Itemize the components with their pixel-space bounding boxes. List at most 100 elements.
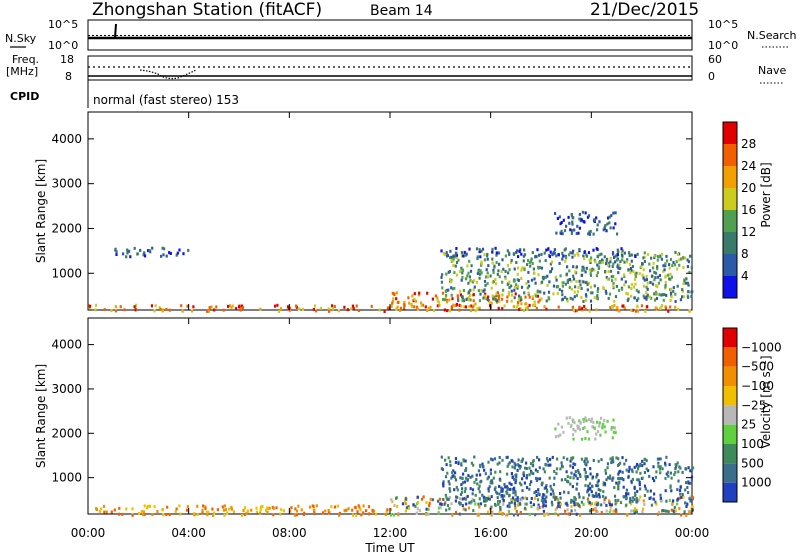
velocity-echo-cell bbox=[578, 504, 581, 508]
velocity-colorbar-label: Velocity [m s⁻¹] bbox=[759, 355, 773, 448]
velocity-echo-cell bbox=[515, 509, 518, 513]
power-echo-cell bbox=[533, 300, 536, 304]
velocity-echo-cell bbox=[454, 457, 458, 461]
power-echo-cell bbox=[623, 260, 626, 264]
velocity-echo-cell bbox=[574, 508, 577, 512]
power-echo-cell bbox=[497, 306, 500, 310]
power-echo-cell bbox=[445, 272, 448, 276]
power-echo-cell bbox=[415, 305, 419, 309]
power-echo-cell bbox=[479, 272, 482, 276]
velocity-echo-cell bbox=[297, 504, 300, 508]
velocity-echo-cell bbox=[524, 466, 527, 470]
velocity-echo-cell bbox=[390, 513, 393, 517]
power-echo-cell bbox=[522, 309, 525, 312]
power-echo-cell bbox=[114, 309, 117, 313]
velocity-echo-cell bbox=[637, 478, 640, 482]
velocity-echo-cell bbox=[688, 511, 691, 515]
velocity-echo-cell bbox=[525, 497, 529, 501]
velocity-echo-cell bbox=[275, 506, 278, 510]
velocity-echo-cell bbox=[489, 472, 492, 476]
power-echo-cell bbox=[452, 257, 455, 261]
velocity-echo-cell bbox=[569, 482, 572, 486]
velocity-echo-cell bbox=[555, 467, 559, 471]
power-echo-cell bbox=[467, 296, 471, 300]
power-echo-cell bbox=[495, 251, 498, 255]
velocity-echo-cell bbox=[536, 470, 539, 473]
power-echo-cell bbox=[486, 298, 489, 302]
velocity-echo-cell bbox=[617, 470, 621, 474]
velocity-echo-cell bbox=[610, 428, 613, 431]
power-echo-cell bbox=[147, 249, 150, 253]
power-echo-cell bbox=[527, 259, 530, 262]
power-echo-cell bbox=[441, 273, 444, 277]
power-echo-cell bbox=[689, 254, 692, 258]
velocity-echo-cell bbox=[570, 471, 573, 475]
power-echo-cell bbox=[612, 211, 615, 215]
velocity-echo-cell bbox=[391, 500, 394, 504]
power-echo-cell bbox=[487, 264, 490, 268]
velocity-echo-cell bbox=[676, 502, 679, 506]
velocity-echo-cell bbox=[636, 462, 639, 466]
velocity-echo-cell bbox=[437, 499, 440, 503]
power-echo-cell bbox=[467, 298, 470, 302]
power-echo-cell bbox=[497, 297, 500, 300]
power-echo-cell bbox=[585, 254, 589, 258]
velocity-echo-cell bbox=[360, 513, 363, 517]
power-echo-cell bbox=[634, 282, 637, 286]
velocity-echo-cell bbox=[113, 508, 116, 512]
velocity-echo-cell bbox=[635, 510, 638, 514]
velocity-echo-cell bbox=[425, 501, 428, 505]
power-echo-cell bbox=[641, 273, 644, 277]
velocity-echo-cell bbox=[458, 512, 461, 516]
velocity-echo-cell bbox=[558, 505, 561, 509]
velocity-echo-cell bbox=[570, 457, 573, 461]
power-echo-cell bbox=[577, 286, 580, 290]
power-echo-cell bbox=[587, 232, 590, 236]
velocity-echo-cell bbox=[678, 489, 682, 492]
velocity-echo-cell bbox=[601, 424, 604, 428]
power-echo-cell bbox=[230, 305, 233, 309]
velocity-echo-cell bbox=[544, 504, 547, 508]
power-echo-cell bbox=[612, 226, 615, 230]
velocity-echo-cell bbox=[491, 481, 494, 485]
velocity-echo-cell bbox=[685, 513, 688, 517]
velocity-echo-cell bbox=[638, 480, 641, 484]
velocity-echo-cell bbox=[498, 456, 501, 459]
power-echo-cell bbox=[498, 299, 501, 303]
velocity-echo-cell bbox=[584, 474, 587, 478]
velocity-echo-cell bbox=[622, 478, 625, 482]
power-echo-cell bbox=[658, 255, 661, 259]
power-echo-cell bbox=[670, 293, 673, 297]
velocity-echo-cell bbox=[566, 508, 569, 512]
velocity-echo-cell bbox=[464, 508, 467, 512]
velocity-echo-cell bbox=[674, 470, 677, 474]
velocity-echo-cell bbox=[595, 432, 598, 436]
power-echo-cell bbox=[455, 302, 458, 306]
velocity-echo-cell bbox=[586, 460, 589, 464]
velocity-echo-cell bbox=[427, 512, 430, 516]
power-echo-cell bbox=[419, 301, 423, 305]
velocity-echo-cell bbox=[679, 485, 682, 489]
velocity-echo-cell bbox=[592, 508, 595, 512]
power-echo-cell bbox=[569, 296, 572, 300]
velocity-echo-cell bbox=[658, 467, 661, 471]
power-echo-cell bbox=[517, 297, 520, 301]
velocity-echo-cell bbox=[513, 461, 516, 465]
velocity-echo-cell bbox=[609, 508, 612, 512]
velocity-echo-cell bbox=[610, 503, 613, 507]
power-echo-cell bbox=[528, 303, 531, 307]
velocity-echo-cell bbox=[670, 489, 673, 493]
power-echo-cell bbox=[523, 253, 527, 257]
power-echo-cell bbox=[158, 306, 161, 310]
power-echo-cell bbox=[582, 265, 585, 269]
velocity-echo-cell bbox=[444, 458, 447, 462]
power-echo-cell bbox=[688, 270, 691, 274]
velocity-colorbar-swatch bbox=[723, 444, 737, 464]
velocity-echo-cell bbox=[584, 477, 588, 481]
power-echo-cell bbox=[612, 284, 615, 288]
velocity-echo-cell bbox=[661, 467, 664, 471]
power-echo-cell bbox=[547, 290, 551, 294]
power-echo-cell bbox=[459, 293, 462, 297]
power-echo-cell bbox=[498, 275, 501, 279]
velocity-echo-cell bbox=[641, 510, 644, 514]
